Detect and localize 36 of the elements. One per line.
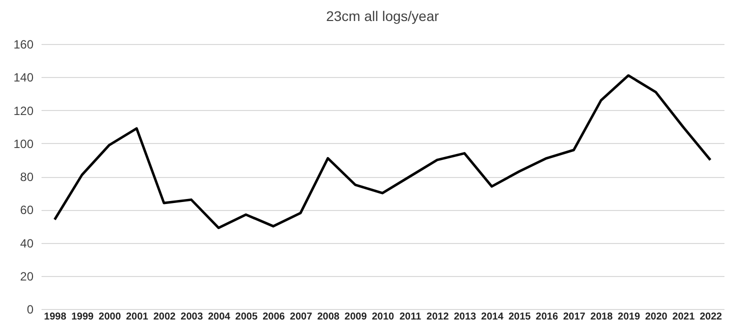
- y-tick-label: 20: [20, 269, 34, 284]
- y-tick-label: 60: [20, 203, 34, 218]
- x-tick-label: 2015: [508, 312, 532, 322]
- y-tick-label: 120: [13, 104, 34, 118]
- y-tick-label: 140: [13, 70, 34, 85]
- x-tick-label: 2007: [290, 312, 313, 322]
- chart-title: 23cm all logs/year: [326, 8, 440, 24]
- x-tick-label: 2001: [126, 312, 149, 322]
- x-tick-label: 2004: [208, 312, 231, 322]
- x-tick-label: 1998: [44, 312, 67, 322]
- x-tick-label: 2013: [454, 312, 477, 322]
- x-tick-label: 2014: [481, 312, 504, 322]
- x-tick-label: 2010: [372, 312, 395, 322]
- x-tick-label: 2008: [317, 312, 340, 322]
- x-tick-label: 2020: [645, 312, 668, 322]
- x-tick-label: 2002: [153, 312, 176, 322]
- x-tick-label: 2021: [672, 312, 696, 322]
- x-tick-label: 2003: [180, 312, 204, 322]
- x-tick-label: 2011: [399, 312, 422, 322]
- x-tick-label: 2022: [700, 312, 722, 322]
- x-tick-label: 2005: [235, 312, 258, 322]
- y-tick-label: 80: [20, 170, 34, 184]
- x-tick-label: 2017: [563, 312, 586, 322]
- y-tick-label: 40: [20, 236, 34, 250]
- x-tick-label: 2019: [618, 312, 640, 322]
- y-tick-label: 160: [13, 38, 34, 52]
- x-tick-label: 2016: [536, 312, 558, 322]
- x-tick-label: 2009: [344, 312, 368, 322]
- x-tick-label: 2018: [590, 312, 614, 322]
- x-tick-label: 2012: [426, 312, 450, 322]
- line-series: [53, 74, 712, 230]
- x-tick-label: 1999: [71, 312, 94, 322]
- x-tick-label: 2006: [262, 312, 286, 322]
- x-tick-label: 2000: [98, 312, 122, 322]
- y-tick-label: 0: [26, 302, 34, 316]
- y-tick-label: 100: [13, 136, 34, 151]
